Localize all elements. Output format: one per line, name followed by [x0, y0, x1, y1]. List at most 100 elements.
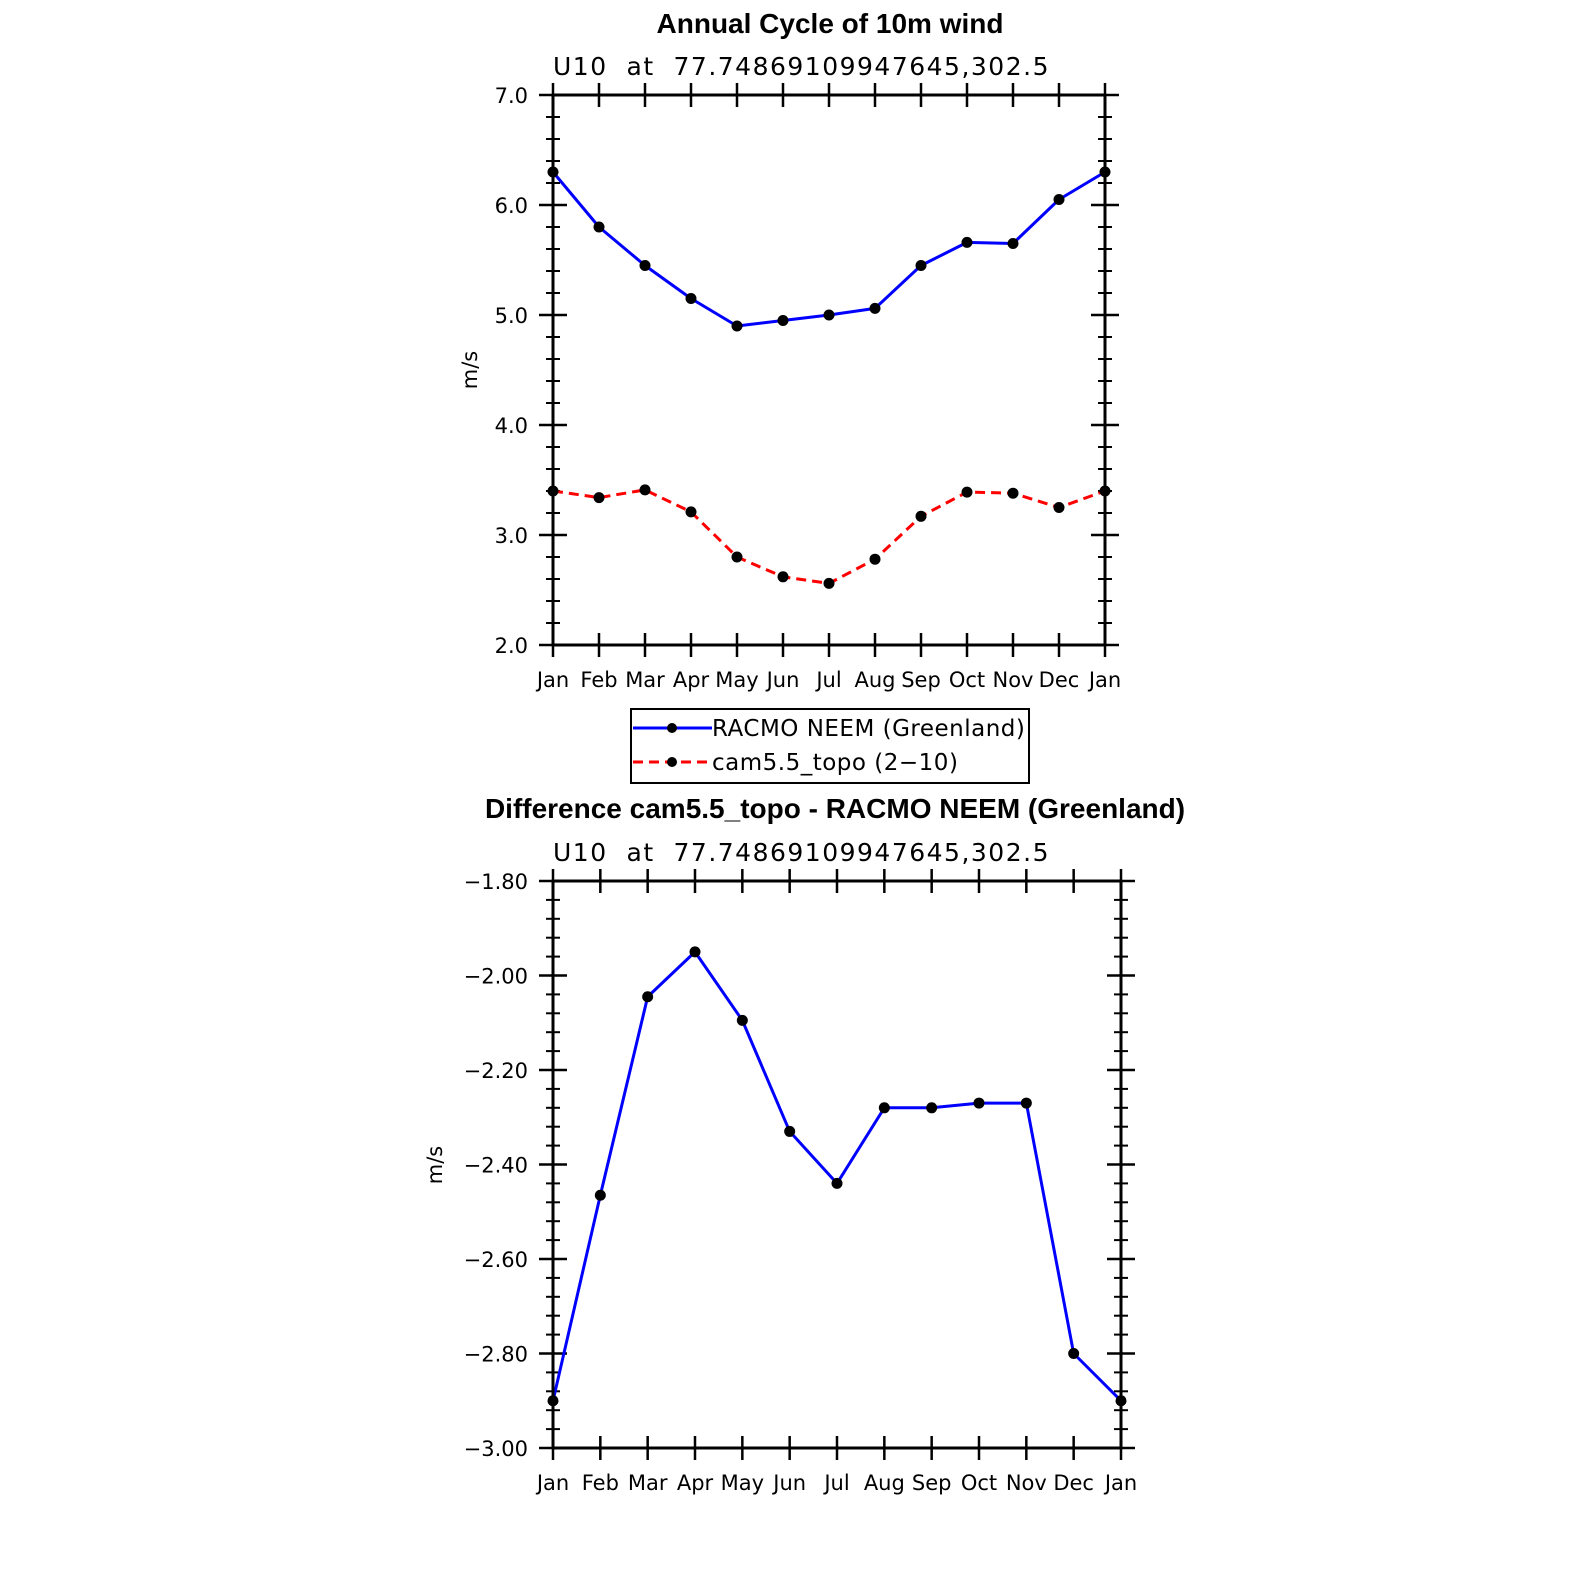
panel-annual-cycle: Annual Cycle of 10m wind U10 at 77.74869…	[458, 8, 1121, 784]
y-tick-label: 6.0	[495, 194, 528, 218]
data-point	[784, 1125, 796, 1137]
y-tick-label: −2.40	[464, 1154, 528, 1178]
legend-box	[630, 708, 1030, 784]
y-tick-labels: −3.00 −2.80 −2.60 −2.40 −2.20 −2.00 −1.80	[464, 870, 528, 1461]
x-tick-label: Jun	[765, 668, 800, 692]
y-tick-label: −1.80	[464, 870, 528, 894]
data-point	[1020, 1097, 1032, 1109]
legend-marker-racmo	[667, 723, 677, 733]
chart-subtitle: U10 at 77.74869109947645,302.5	[553, 838, 1050, 867]
data-point	[1007, 487, 1019, 499]
y-tick-labels: 2.0 3.0 4.0 5.0 6.0 7.0	[495, 84, 528, 658]
x-tick-label: Jan	[535, 1471, 569, 1495]
y-tick-label: −2.80	[464, 1343, 528, 1367]
chart-subtitle: U10 at 77.74869109947645,302.5	[553, 52, 1050, 81]
series-line-1	[552, 488, 1106, 585]
x-tick-label: Jun	[771, 1471, 806, 1495]
x-tick-label: Nov	[993, 668, 1034, 692]
legend-label-cam: cam5.5_topo (2−10)	[712, 750, 958, 776]
data-point	[926, 1102, 938, 1114]
y-tick-label: −2.20	[464, 1059, 528, 1083]
legend-item-cam: cam5.5_topo (2−10)	[633, 750, 958, 776]
data-point	[915, 260, 927, 271]
x-tick-label: Dec	[1053, 1471, 1094, 1495]
data-point	[878, 1102, 890, 1114]
panel-difference: Difference cam5.5_topo - RACMO NEEM (Gre…	[423, 793, 1185, 1495]
x-tick-labels: Jan Feb Mar Apr May Jun Jul Aug Sep Oct Nov Dec Jan	[535, 1471, 1137, 1495]
chart-title: Annual Cycle of 10m wind	[657, 8, 1004, 39]
x-tick-label: May	[715, 668, 758, 692]
data-point	[823, 577, 835, 589]
plot-series	[547, 166, 1111, 589]
x-tick-label: Nov	[1006, 1471, 1047, 1495]
y-tick-label: 2.0	[495, 634, 528, 658]
data-point	[777, 571, 789, 583]
y-tick-label: 4.0	[495, 414, 528, 438]
x-tick-label: Aug	[864, 1471, 905, 1495]
y-tick-label: 3.0	[495, 524, 528, 548]
legend-item-racmo: RACMO NEEM (Greenland)	[633, 716, 1025, 742]
data-point	[1053, 194, 1065, 205]
data-point	[961, 236, 973, 248]
y-tick-label: 7.0	[495, 84, 528, 108]
data-point	[1068, 1348, 1080, 1359]
x-tick-label: Aug	[854, 668, 895, 692]
data-point	[973, 1097, 985, 1109]
plot-series	[547, 946, 1127, 1407]
data-point	[685, 506, 697, 518]
data-point	[777, 315, 789, 326]
data-point	[869, 553, 881, 565]
y-tick-label: 5.0	[495, 304, 528, 328]
x-tick-label: Oct	[961, 1471, 997, 1495]
data-point	[915, 510, 927, 522]
y-tick-label: −3.00	[464, 1437, 528, 1461]
data-point	[642, 991, 654, 1003]
x-tick-label: Sep	[901, 668, 941, 692]
x-tick-label: Jan	[1103, 1471, 1137, 1495]
x-tick-label: Mar	[628, 1471, 668, 1495]
x-tick-label: Sep	[912, 1471, 952, 1495]
legend: RACMO NEEM (Greenland) cam5.5_topo (2−10…	[630, 708, 1030, 784]
axis-ticks	[539, 869, 1135, 1460]
y-tick-label: −2.00	[464, 965, 528, 989]
y-axis-label: m/s	[423, 1146, 447, 1184]
data-point	[689, 946, 701, 958]
data-point	[639, 260, 651, 271]
data-point	[736, 1014, 748, 1026]
series-line-0	[551, 170, 1106, 328]
y-tick-label: −2.60	[464, 1248, 528, 1272]
y-axis-label: m/s	[458, 351, 482, 389]
data-point	[1053, 502, 1065, 513]
plot-frame	[551, 879, 1123, 1450]
x-tick-label: Feb	[582, 1471, 619, 1495]
legend-marker-cam	[667, 757, 677, 767]
data-point	[831, 1177, 843, 1189]
data-point	[1007, 238, 1019, 249]
data-point	[594, 1189, 606, 1201]
x-tick-label: Jan	[1087, 668, 1121, 692]
data-point	[593, 492, 605, 504]
x-tick-label: May	[721, 1471, 764, 1495]
legend-label-racmo: RACMO NEEM (Greenland)	[712, 716, 1025, 742]
plot-frame	[551, 93, 1107, 647]
data-point	[869, 302, 881, 314]
data-point	[639, 484, 651, 496]
x-tick-label: Jan	[535, 668, 569, 692]
data-point	[731, 320, 743, 332]
data-point	[731, 551, 743, 563]
data-point	[593, 221, 605, 233]
axis-ticks	[539, 83, 1119, 657]
series-line-0	[551, 950, 1123, 1402]
chart-title: Difference cam5.5_topo - RACMO NEEM (Gre…	[485, 793, 1185, 824]
x-tick-labels: Jan Feb Mar Apr May Jun Jul Aug Sep Oct Nov Dec Jan	[535, 668, 1121, 692]
x-tick-label: Apr	[677, 1471, 714, 1495]
x-tick-label: Jul	[814, 668, 841, 692]
data-point	[685, 293, 697, 304]
data-point	[961, 486, 973, 498]
x-tick-label: Dec	[1039, 668, 1080, 692]
x-tick-label: Jul	[822, 1471, 849, 1495]
x-tick-label: Feb	[580, 668, 617, 692]
x-tick-label: Mar	[625, 668, 665, 692]
data-point	[823, 309, 835, 321]
